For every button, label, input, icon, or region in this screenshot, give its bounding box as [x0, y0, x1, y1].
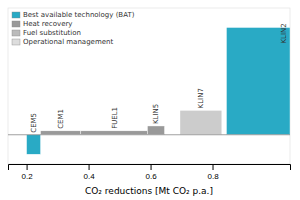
bars: [27, 28, 290, 155]
x-axis-line: [9, 165, 291, 171]
x-tick-label: 0.2: [22, 172, 34, 181]
bar: [41, 131, 81, 135]
legend-swatch: [12, 21, 20, 27]
legend-swatch: [12, 39, 20, 45]
legend-item: Heat recovery: [12, 20, 72, 28]
x-axis-title: CO₂ reductions [Mt CO₂ p.a.]: [85, 186, 213, 196]
x-tick: 0.4: [84, 164, 96, 181]
legend-swatch: [12, 12, 20, 18]
bar-label: KLIN5: [152, 104, 160, 124]
x-tick-mark: [27, 164, 28, 170]
bar: [27, 135, 41, 155]
x-tick: 0.6: [145, 164, 157, 181]
bar-label: CEM5: [30, 113, 38, 133]
zero-line: [8, 134, 290, 135]
bar-label: FUEL1: [111, 107, 119, 129]
x-tick: 0.2: [22, 164, 34, 181]
x-tick-mark: [89, 164, 90, 170]
legend-label: Operational management: [23, 38, 113, 46]
bar-label: KLIN2: [280, 23, 288, 43]
chart: CEM5 CEM1 FUEL1 KLIN5 KLIN7 KLIN2 0.2 0.4 0.6 0.8…: [0, 0, 300, 200]
x-tick-label: 0.6: [145, 172, 157, 181]
legend-label: Fuel substitution: [23, 29, 81, 37]
legend: Best available technology (BAT)Heat reco…: [12, 11, 135, 46]
x-axis: 0.2 0.4 0.6 0.8: [9, 164, 291, 181]
legend-item: Best available technology (BAT): [12, 11, 135, 19]
x-tick-label: 0.8: [207, 172, 219, 181]
legend-item: Operational management: [12, 38, 113, 46]
plot: CEM5 CEM1 FUEL1 KLIN5 KLIN7 KLIN2 0.2 0.4 0.6 0.8…: [8, 8, 291, 181]
x-tick-label: 0.4: [84, 172, 96, 181]
x-tick: 0.8: [207, 164, 219, 181]
legend-swatch: [12, 30, 20, 36]
bar-label: KLIN7: [197, 88, 205, 108]
bar: [81, 131, 148, 135]
legend-label: Heat recovery: [23, 20, 72, 28]
legend-label: Best available technology (BAT): [23, 11, 135, 19]
x-tick-mark: [151, 164, 152, 170]
plot-frame: [8, 8, 290, 164]
bar: [147, 126, 164, 135]
x-tick-mark: [213, 164, 214, 170]
bar-label: CEM1: [57, 109, 65, 129]
legend-item: Fuel substitution: [12, 29, 81, 37]
bar: [180, 110, 222, 134]
